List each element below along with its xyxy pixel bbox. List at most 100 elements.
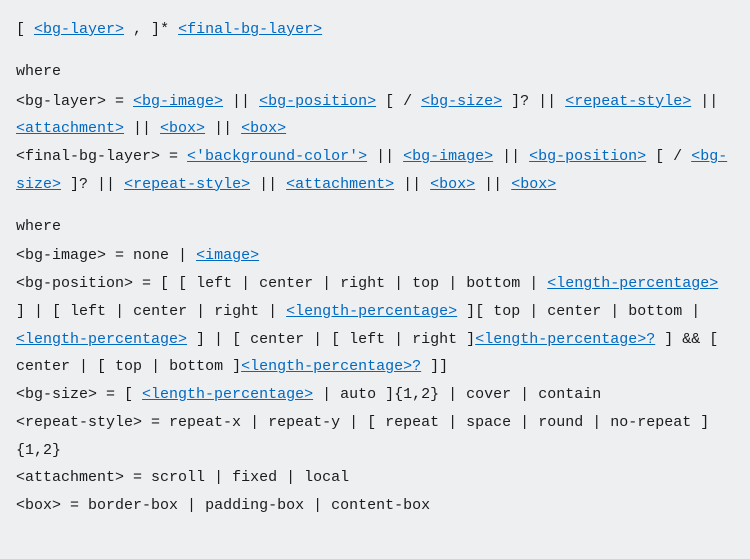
link-repeat-style[interactable]: <repeat-style> xyxy=(565,93,691,110)
link-bg-position[interactable]: <bg-position> xyxy=(529,148,646,165)
keyword-repeat: repeat xyxy=(385,414,439,431)
token-dpipe: || xyxy=(250,176,286,193)
link-box[interactable]: <box> xyxy=(430,176,475,193)
link-attachment[interactable]: <attachment> xyxy=(16,120,124,137)
token-close-bracket: ] xyxy=(421,358,439,375)
keyword-center: center xyxy=(547,303,601,320)
token-dpipe: || xyxy=(691,93,718,110)
term-repeat-style: <repeat-style> xyxy=(16,414,142,431)
link-bg-size[interactable]: <bg-size> xyxy=(421,93,502,110)
token-equals: = xyxy=(97,386,124,403)
keyword-left: left xyxy=(196,275,232,292)
link-box[interactable]: <box> xyxy=(160,120,205,137)
token-pipe: | xyxy=(520,275,547,292)
token-pipe: | xyxy=(385,331,412,348)
link-attachment[interactable]: <attachment> xyxy=(286,176,394,193)
where-label: where xyxy=(16,58,734,86)
token-equals: = xyxy=(142,414,169,431)
keyword-center: center xyxy=(259,275,313,292)
link-bg-image[interactable]: <bg-image> xyxy=(403,148,493,165)
token-pipe: | xyxy=(259,303,286,320)
keyword-bottom: bottom xyxy=(169,358,223,375)
token-dpipe: || xyxy=(493,148,529,165)
keyword-border-box: border-box xyxy=(88,497,178,514)
link-length-percentage[interactable]: <length-percentage> xyxy=(547,275,718,292)
token-dpipe: || xyxy=(367,148,403,165)
link-length-percentage[interactable]: <length-percentage> xyxy=(286,303,457,320)
token-pipe: | xyxy=(682,303,700,320)
token-pipe: | xyxy=(304,331,331,348)
token-open-bracket: [ xyxy=(232,331,250,348)
term-bg-size: <bg-size> xyxy=(16,386,97,403)
link-bg-layer[interactable]: <bg-layer> xyxy=(34,21,124,38)
link-box[interactable]: <box> xyxy=(241,120,286,137)
token-star: * xyxy=(160,21,169,38)
token-close-bracket: ] xyxy=(16,303,25,320)
token-open-bracket: [ xyxy=(178,275,196,292)
def-bg-size: <bg-size> = [ <length-percentage> | auto… xyxy=(16,381,734,409)
token-dpipe: || xyxy=(205,120,241,137)
token-pipe: | xyxy=(169,247,196,264)
token-equals: = xyxy=(160,148,187,165)
link-bg-position[interactable]: <bg-position> xyxy=(259,93,376,110)
keyword-top: top xyxy=(115,358,142,375)
term-attachment: <attachment> xyxy=(16,469,124,486)
syntax-definition-block: [ <bg-layer> , ]* <final-bg-layer> where… xyxy=(16,16,734,520)
def-bg-position: <bg-position> = [ [ left | center | righ… xyxy=(16,270,734,381)
token-pipe: | xyxy=(511,386,538,403)
link-image[interactable]: <image> xyxy=(196,247,259,264)
def-bg-layer: <bg-layer> = <bg-image> || <bg-position>… xyxy=(16,88,734,144)
keyword-top: top xyxy=(412,275,439,292)
token-open-bracket: [ xyxy=(376,93,394,110)
keyword-right: right xyxy=(340,275,385,292)
link-length-percentage-q[interactable]: <length-percentage>? xyxy=(475,331,655,348)
link-background-color[interactable]: <'background-color'> xyxy=(187,148,367,165)
token-pipe: | xyxy=(439,386,466,403)
token-dpipe: || xyxy=(88,176,124,193)
token-close-bracket: ] xyxy=(502,93,520,110)
token-pipe: | xyxy=(439,414,466,431)
keyword-center: center xyxy=(133,303,187,320)
token-close-bracket: ] xyxy=(61,176,79,193)
keyword-left: left xyxy=(349,331,385,348)
keyword-auto: auto xyxy=(340,386,376,403)
token-close-bracket: ] xyxy=(655,331,673,348)
token-open-bracket: [ xyxy=(331,331,349,348)
token-open-bracket: [ xyxy=(475,303,493,320)
token-dpipe: || xyxy=(529,93,565,110)
link-repeat-style[interactable]: <repeat-style> xyxy=(124,176,250,193)
link-length-percentage[interactable]: <length-percentage> xyxy=(16,331,187,348)
token-slash: / xyxy=(394,93,421,110)
token-close-bracket: ] xyxy=(151,21,160,38)
token-pipe: | xyxy=(241,414,268,431)
token-rep12: {1,2} xyxy=(394,386,439,403)
term-bg-layer: <bg-layer> xyxy=(16,93,106,110)
token-equals: = xyxy=(61,497,88,514)
token-equals: = xyxy=(133,275,160,292)
token-close-bracket: ] xyxy=(457,303,475,320)
keyword-local: local xyxy=(304,469,349,486)
keyword-right: right xyxy=(214,303,259,320)
token-pipe: | xyxy=(313,386,340,403)
token-open-bracket: [ xyxy=(646,148,664,165)
token-open-bracket: [ xyxy=(709,331,718,348)
link-length-percentage[interactable]: <length-percentage> xyxy=(142,386,313,403)
term-bg-image: <bg-image> xyxy=(16,247,106,264)
token-question: ? xyxy=(520,93,529,110)
token-slash: / xyxy=(664,148,691,165)
link-box[interactable]: <box> xyxy=(511,176,556,193)
token-dpipe: || xyxy=(394,176,430,193)
token-pipe: | xyxy=(340,414,367,431)
token-close-bracket: ] xyxy=(691,414,709,431)
keyword-space: space xyxy=(466,414,511,431)
term-box: <box> xyxy=(16,497,61,514)
keyword-center: center xyxy=(16,358,70,375)
token-pipe: | xyxy=(205,469,232,486)
link-bg-image[interactable]: <bg-image> xyxy=(133,93,223,110)
keyword-padding-box: padding-box xyxy=(205,497,304,514)
keyword-bottom: bottom xyxy=(628,303,682,320)
keyword-right: right xyxy=(412,331,457,348)
link-length-percentage-q[interactable]: <length-percentage>? xyxy=(241,358,421,375)
term-final-bg-layer: <final-bg-layer> xyxy=(16,148,160,165)
link-final-bg-layer[interactable]: <final-bg-layer> xyxy=(178,21,322,38)
